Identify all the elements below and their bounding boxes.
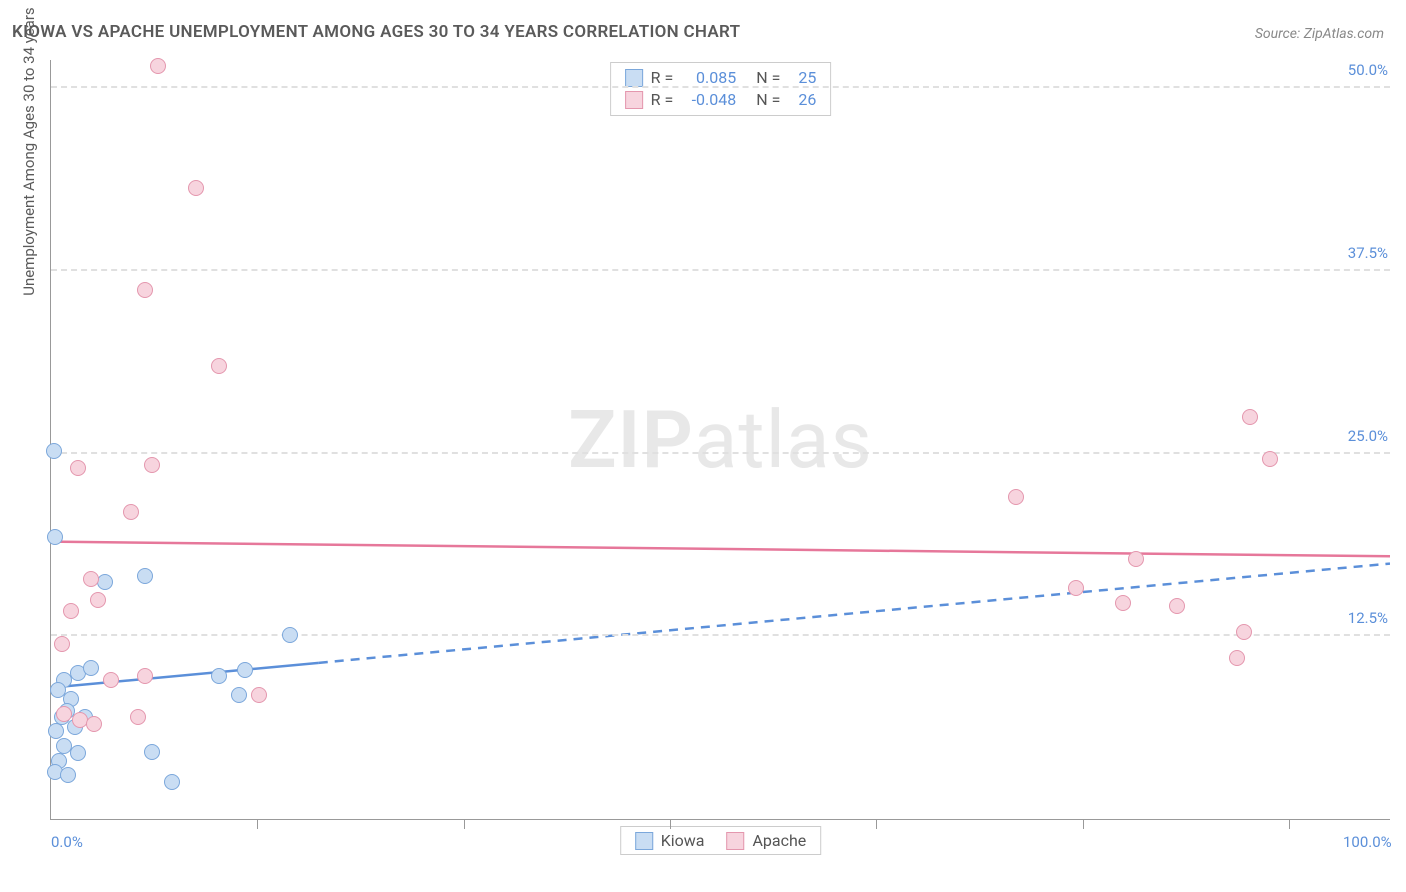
data-point: [47, 529, 63, 545]
x-tick: [1083, 819, 1084, 829]
x-axis-label: 0.0%: [51, 833, 83, 851]
series-legend: Kiowa Apache: [620, 826, 822, 855]
data-point: [237, 662, 253, 678]
x-tick: [876, 819, 877, 829]
y-axis-label: 50.0%: [1344, 61, 1392, 79]
data-point: [137, 568, 153, 584]
data-point: [50, 682, 66, 698]
data-point: [251, 687, 267, 703]
x-tick: [257, 819, 258, 829]
data-point: [1169, 598, 1185, 614]
y-axis-title: Unemployment Among Ages 30 to 34 years: [20, 7, 38, 295]
data-point: [48, 723, 64, 739]
trend-line: [51, 542, 1390, 557]
trend-lines: [51, 60, 1390, 819]
stats-legend: R =0.085N =25R =-0.048N =26: [610, 62, 832, 116]
watermark-bold: ZIP: [568, 393, 694, 487]
data-point: [54, 636, 70, 652]
data-point: [1236, 624, 1252, 640]
data-point: [1262, 451, 1278, 467]
legend-swatch: [635, 832, 653, 850]
r-value: -0.048: [681, 89, 736, 111]
legend-swatch: [625, 91, 643, 109]
y-axis-label: 25.0%: [1344, 427, 1392, 445]
source-attribution: Source: ZipAtlas.com: [1255, 26, 1384, 42]
legend-swatch: [625, 69, 643, 87]
data-point: [1229, 650, 1245, 666]
data-point: [211, 358, 227, 374]
legend-label: Kiowa: [661, 831, 705, 850]
watermark-light: atlas: [694, 393, 873, 487]
x-axis-label: 100.0%: [1343, 833, 1392, 851]
y-axis-label: 12.5%: [1344, 609, 1392, 627]
data-point: [137, 668, 153, 684]
data-point: [123, 504, 139, 520]
x-tick: [670, 819, 671, 829]
n-label: N =: [756, 89, 780, 111]
gridline: [51, 86, 1390, 88]
data-point: [1115, 595, 1131, 611]
data-point: [70, 745, 86, 761]
data-point: [150, 58, 166, 74]
data-point: [63, 603, 79, 619]
data-point: [60, 767, 76, 783]
data-point: [46, 443, 62, 459]
x-tick: [464, 819, 465, 829]
data-point: [70, 460, 86, 476]
legend-swatch: [726, 832, 744, 850]
legend-item: Apache: [726, 831, 806, 850]
data-point: [1242, 409, 1258, 425]
data-point: [1128, 551, 1144, 567]
data-point: [137, 282, 153, 298]
gridline: [51, 634, 1390, 636]
data-point: [231, 687, 247, 703]
data-point: [1008, 489, 1024, 505]
y-axis-label: 37.5%: [1344, 244, 1392, 262]
data-point: [90, 592, 106, 608]
data-point: [188, 180, 204, 196]
data-point: [211, 668, 227, 684]
data-point: [86, 716, 102, 732]
gridline: [51, 452, 1390, 454]
data-point: [83, 571, 99, 587]
n-value: 26: [788, 89, 816, 111]
r-label: R =: [651, 89, 674, 111]
data-point: [144, 457, 160, 473]
data-point: [144, 744, 160, 760]
trend-line: [319, 564, 1390, 663]
data-point: [56, 706, 72, 722]
legend-item: Kiowa: [635, 831, 705, 850]
gridline: [51, 269, 1390, 271]
chart-title: KIOWA VS APACHE UNEMPLOYMENT AMONG AGES …: [12, 22, 740, 42]
stats-row: R = -0.048 N = 26: [625, 89, 817, 111]
data-point: [1068, 580, 1084, 596]
data-point: [130, 709, 146, 725]
legend-label: Apache: [752, 831, 806, 850]
data-point: [83, 660, 99, 676]
data-point: [282, 627, 298, 643]
x-tick: [1289, 819, 1290, 829]
data-point: [103, 672, 119, 688]
plot-area: ZIPatlas R =0.085N =25R =-0.048N =26 Kio…: [50, 60, 1390, 820]
watermark: ZIPatlas: [568, 393, 873, 487]
data-point: [164, 774, 180, 790]
